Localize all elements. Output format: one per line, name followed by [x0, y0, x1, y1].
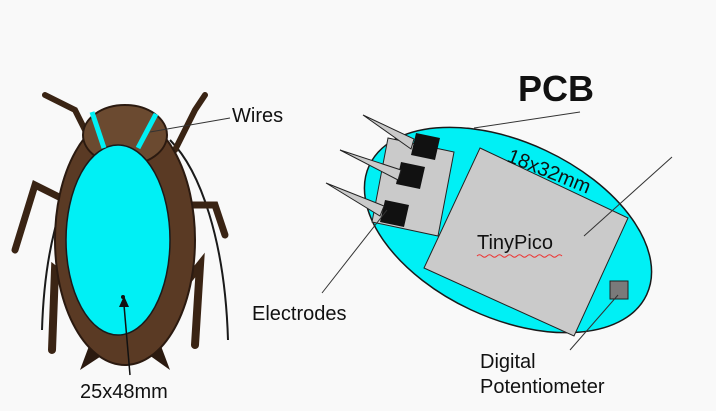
electrode-needle-2 [339, 149, 402, 181]
electrode-pad-3 [380, 200, 409, 227]
electrode-needle-1 [362, 114, 415, 150]
electrodes-label: Electrodes [252, 303, 347, 325]
pcb-illustration [321, 111, 673, 351]
backpack-board [65, 144, 171, 336]
tinypico-board [423, 147, 629, 337]
leg-front-right [172, 92, 208, 153]
wires-pointer-line [149, 117, 231, 133]
antenna-right [169, 139, 229, 341]
pcb-title: PCB [518, 68, 594, 109]
potentiometer-label-line2: Potentiometer [480, 376, 605, 398]
potentiometer-pointer-line [569, 294, 619, 351]
size-pointer-line [123, 304, 131, 376]
electrode-pad-1 [411, 133, 440, 160]
electrodes-pointer-line [321, 209, 388, 294]
cockroach-illustration [11, 92, 231, 376]
board-name-label: TinyPico [477, 232, 553, 254]
electrode-pad-2 [396, 162, 425, 189]
size-pointer-dot [121, 295, 125, 299]
potentiometer-label-line1: Digital [480, 351, 536, 373]
size-pointer-arrowhead [119, 296, 129, 307]
wire-left [89, 111, 107, 149]
potentiometer-chip [609, 280, 629, 300]
electrode-needle-3 [325, 182, 385, 217]
leg-mid-right [181, 201, 229, 239]
board-size-pointer-line [583, 156, 673, 237]
body-size-label: 25x48mm [80, 381, 168, 403]
pcb-pointer-line [473, 111, 581, 129]
wire-right [135, 112, 159, 150]
wires-label: Wires [232, 105, 283, 127]
spellcheck-underline [476, 254, 563, 258]
